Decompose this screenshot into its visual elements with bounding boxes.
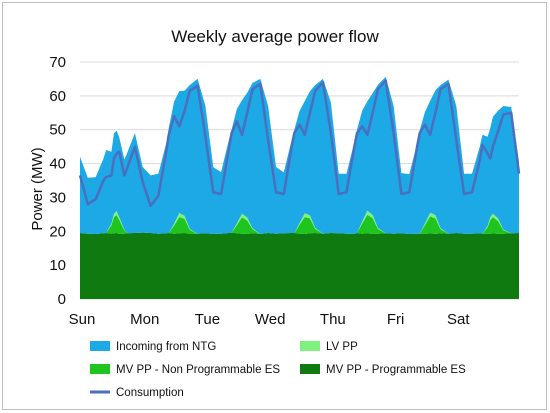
x-tick-label: Thu	[320, 311, 346, 328]
y-tick-label: 0	[58, 291, 66, 308]
y-tick-label: 30	[49, 189, 66, 206]
chart-title: Weekly average power flow	[171, 27, 379, 46]
y-tick-label: 40	[49, 156, 66, 173]
x-tick-label: Wed	[255, 311, 286, 328]
legend-swatch	[90, 364, 110, 374]
legend-label: MV PP - Programmable ES	[326, 364, 466, 376]
legend-label: Consumption	[116, 387, 184, 399]
y-ticks: 0 10 20 30 40 50 60 70	[49, 54, 66, 308]
legend-label: LV PP	[326, 341, 358, 353]
legend-item: Incoming from NTG	[90, 341, 216, 353]
legend-swatch	[300, 341, 320, 351]
legend-item: Consumption	[90, 387, 184, 399]
legend-label: Incoming from NTG	[116, 341, 216, 353]
consumption-line	[78, 79, 521, 208]
y-tick-label: 10	[49, 257, 66, 274]
y-axis-label: Power (MW)	[29, 147, 46, 230]
y-tick-label: 50	[49, 122, 66, 139]
legend-swatch	[90, 341, 110, 351]
stacked-areas	[80, 76, 519, 299]
x-tick-label: Sun	[69, 311, 96, 328]
y-tick-label: 60	[49, 88, 66, 105]
x-tick-label: Sat	[447, 311, 470, 328]
area-mv-pp-programmable-es	[80, 232, 519, 299]
legend-label: MV PP - Non Programmable ES	[116, 364, 280, 376]
x-tick-label: Mon	[130, 311, 159, 328]
area-incoming-from-ntg	[80, 76, 519, 235]
legend: Incoming from NTG LV PP MV PP - Non Progra…	[90, 341, 466, 399]
consumption-line-group	[78, 79, 521, 208]
y-tick-label: 70	[49, 54, 66, 71]
x-tick-label: Tue	[195, 311, 220, 328]
x-ticks: Sun Mon Tue Wed Thu Fri Sat	[69, 311, 471, 328]
y-tick-label: 20	[49, 223, 66, 240]
x-tick-label: Fri	[387, 311, 405, 328]
legend-swatch	[300, 364, 320, 374]
legend-item: LV PP	[300, 341, 358, 353]
legend-item: MV PP - Programmable ES	[300, 364, 466, 376]
area-mv-pp-non-programmable-es	[80, 214, 519, 234]
legend-item: MV PP - Non Programmable ES	[90, 364, 280, 376]
